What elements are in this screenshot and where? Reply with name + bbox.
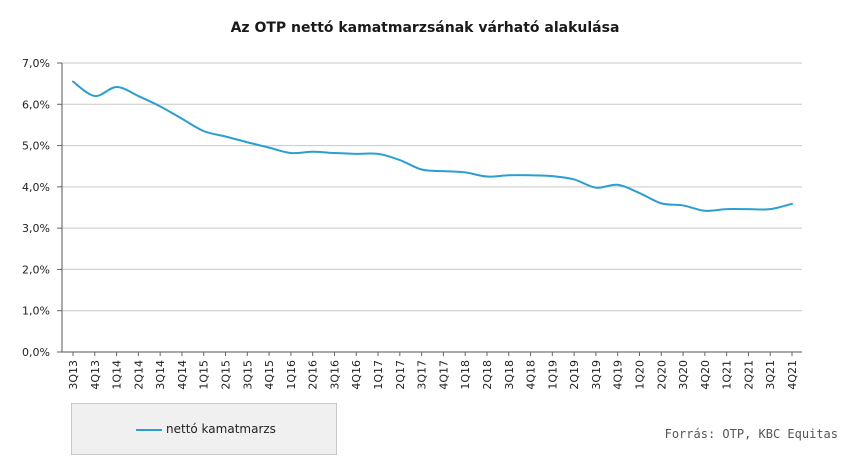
x-tick-label: 3Q21 <box>764 360 777 390</box>
legend: nettó kamatmarzs <box>71 403 337 455</box>
x-tick-label: 1Q17 <box>372 360 385 390</box>
x-tick-label: 2Q19 <box>568 360 581 390</box>
x-tick-label: 2Q15 <box>220 360 233 390</box>
x-tick-label: 1Q14 <box>111 360 124 390</box>
x-axis-ticks: 3Q13 4Q13 1Q14 2Q14 3Q14 4Q14 1Q15 2Q15 3Q15 4Q15… <box>67 352 799 390</box>
x-tick-label: 1Q21 <box>721 360 734 390</box>
x-tick-label: 4Q13 <box>89 360 102 390</box>
chart-title: Az OTP nettó kamatmarzsának várható alak… <box>230 20 620 36</box>
series-line <box>72 80 793 212</box>
y-tick-label: 7,0% <box>22 57 50 70</box>
y-tick-label: 2,0% <box>22 263 50 276</box>
x-tick-label: 1Q19 <box>546 360 559 390</box>
x-tick-label: 1Q20 <box>633 360 646 390</box>
x-tick-label: 4Q14 <box>176 360 189 390</box>
x-tick-label: 2Q18 <box>481 360 494 390</box>
x-tick-label: 4Q19 <box>612 360 625 390</box>
x-tick-label: 2Q14 <box>132 360 145 390</box>
legend-swatch <box>136 429 162 431</box>
y-tick-label: 0,0% <box>22 346 50 359</box>
x-tick-label: 3Q17 <box>416 360 429 390</box>
y-axis-ticks: 0,0% 1,0% 2,0% 3,0% 4,0% 5,0% 6,0% 7,0% <box>22 57 62 359</box>
legend-label: nettó kamatmarzs <box>166 422 276 436</box>
x-tick-label: 4Q21 <box>786 360 799 390</box>
x-tick-label: 4Q17 <box>437 360 450 390</box>
y-tick-label: 6,0% <box>22 98 50 111</box>
x-tick-label: 1Q15 <box>198 360 211 390</box>
series-lines <box>72 80 793 212</box>
x-tick-label: 4Q16 <box>350 360 363 390</box>
y-tick-label: 1,0% <box>22 305 50 318</box>
x-tick-label: 2Q21 <box>742 360 755 390</box>
x-tick-label: 3Q15 <box>241 360 254 390</box>
x-tick-label: 4Q18 <box>525 360 538 390</box>
x-tick-label: 2Q17 <box>394 360 407 390</box>
x-tick-label: 3Q16 <box>328 360 341 390</box>
x-tick-label: 4Q20 <box>699 360 712 390</box>
x-tick-label: 4Q15 <box>263 360 276 390</box>
x-tick-label: 3Q13 <box>67 360 80 390</box>
x-tick-label: 2Q20 <box>655 360 668 390</box>
y-tick-label: 4,0% <box>22 181 50 194</box>
x-tick-label: 3Q18 <box>503 360 516 390</box>
x-tick-label: 1Q18 <box>459 360 472 390</box>
axes <box>61 63 802 353</box>
x-tick-label: 3Q14 <box>154 360 167 390</box>
y-tick-label: 5,0% <box>22 140 50 153</box>
source-note: Forrás: OTP, KBC Equitas <box>664 427 838 441</box>
x-tick-label: 2Q16 <box>307 360 320 390</box>
x-tick-label: 3Q19 <box>590 360 603 390</box>
y-tick-label: 3,0% <box>22 222 50 235</box>
gridlines <box>62 62 802 312</box>
x-tick-label: 3Q20 <box>677 360 690 390</box>
x-tick-label: 1Q16 <box>285 360 298 390</box>
